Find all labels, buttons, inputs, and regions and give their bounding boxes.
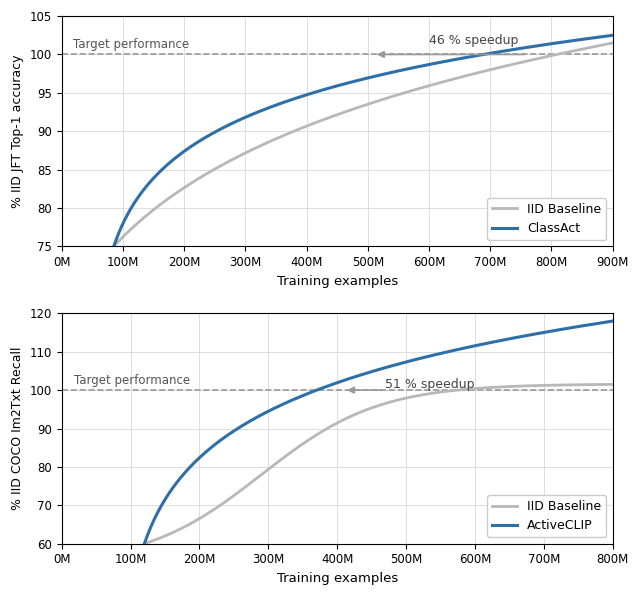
Text: 46 % speedup: 46 % speedup xyxy=(429,34,518,47)
X-axis label: Training examples: Training examples xyxy=(276,572,398,585)
Legend: IID Baseline, ClassAct: IID Baseline, ClassAct xyxy=(487,198,607,240)
Text: Target performance: Target performance xyxy=(73,38,189,51)
X-axis label: Training examples: Training examples xyxy=(276,275,398,288)
Legend: IID Baseline, ActiveCLIP: IID Baseline, ActiveCLIP xyxy=(487,495,607,538)
Text: 51 % speedup: 51 % speedup xyxy=(385,378,475,391)
Y-axis label: % IID COCO Im2Txt Recall: % IID COCO Im2Txt Recall xyxy=(11,347,24,510)
Text: Target performance: Target performance xyxy=(74,374,190,387)
Y-axis label: % IID JFT Top-1 accuracy: % IID JFT Top-1 accuracy xyxy=(12,54,24,208)
